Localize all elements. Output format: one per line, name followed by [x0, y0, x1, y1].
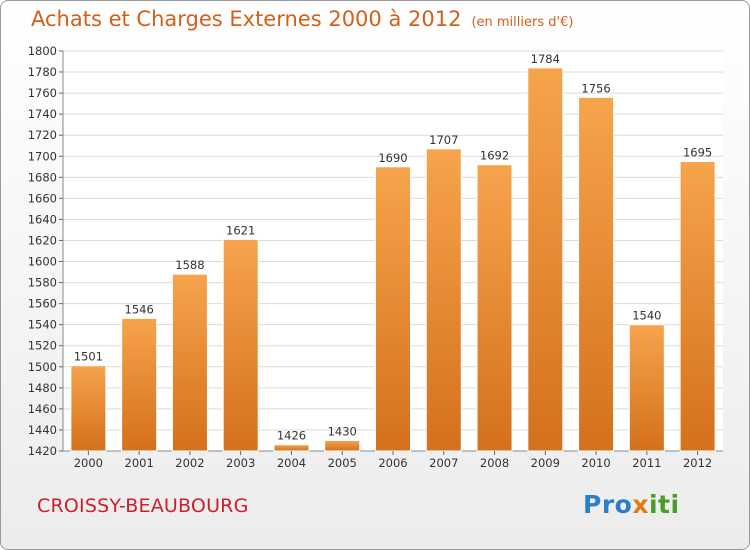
- x-tick-label: 2002: [175, 456, 204, 470]
- x-tick-label: 2006: [378, 456, 407, 470]
- y-tick-label: 1540: [28, 318, 57, 332]
- bar-2008: [476, 164, 513, 452]
- x-tick-label: 2008: [480, 456, 509, 470]
- y-tick-label: 1680: [28, 170, 57, 184]
- chart-subtitle: (en milliers d'€): [471, 15, 574, 30]
- x-tick-label: 2007: [429, 456, 458, 470]
- x-tick-label: 2004: [277, 456, 306, 470]
- y-tick-label: 1700: [28, 149, 57, 163]
- y-tick-label: 1580: [28, 276, 57, 290]
- y-tick-label: 1660: [28, 191, 57, 205]
- y-tick-label: 1620: [28, 233, 57, 247]
- chart-title-text: Achats et Charges Externes 2000 à 2012: [31, 7, 462, 31]
- bar-value-label: 1426: [277, 429, 306, 443]
- bar-2000: [70, 365, 107, 452]
- y-tick-label: 1800: [28, 44, 57, 58]
- y-tick-label: 1560: [28, 297, 57, 311]
- bar-value-label: 1692: [480, 149, 509, 163]
- x-tick-label: 2000: [74, 456, 103, 470]
- y-tick-label: 1600: [28, 255, 57, 269]
- bar-2007: [425, 148, 462, 452]
- y-tick-label: 1500: [28, 360, 57, 374]
- bar-value-label: 1690: [378, 151, 407, 165]
- x-tick-label: 2001: [125, 456, 154, 470]
- bar-2005: [324, 439, 361, 452]
- bar-value-label: 1695: [683, 146, 712, 160]
- bar-value-label: 1756: [581, 81, 610, 95]
- bar-2004: [273, 444, 310, 452]
- bar-2003: [222, 238, 259, 452]
- bar-2001: [121, 317, 158, 452]
- x-tick-label: 2003: [226, 456, 255, 470]
- bar-value-label: 1540: [632, 309, 661, 323]
- bar-value-label: 1621: [226, 223, 255, 237]
- proxiti-logo: Proxiti: [583, 490, 680, 519]
- bar-value-label: 1546: [125, 302, 154, 316]
- x-tick-label: 2005: [328, 456, 357, 470]
- y-tick-label: 1640: [28, 212, 57, 226]
- bar-value-label: 1707: [429, 133, 458, 147]
- commune-name: CROISSY-BEAUBOURG: [37, 495, 249, 517]
- bar-2010: [578, 96, 615, 452]
- x-tick-label: 2012: [683, 456, 712, 470]
- bar-2006: [375, 166, 411, 452]
- bar-2011: [628, 324, 665, 452]
- y-tick-label: 1760: [28, 86, 57, 100]
- bar-value-label: 1784: [531, 52, 560, 66]
- chart-title: Achats et Charges Externes 2000 à 2012 (e…: [31, 7, 573, 31]
- y-tick-label: 1740: [28, 107, 57, 121]
- x-tick-label: 2010: [581, 456, 610, 470]
- y-tick-label: 1520: [28, 339, 57, 353]
- y-tick-label: 1420: [28, 444, 57, 458]
- y-tick-label: 1720: [28, 128, 57, 142]
- y-tick-label: 1440: [28, 423, 57, 437]
- x-tick-label: 2009: [531, 456, 560, 470]
- y-tick-label: 1460: [28, 402, 57, 416]
- y-tick-label: 1780: [28, 65, 57, 79]
- bar-value-label: 1588: [175, 258, 204, 272]
- x-tick-label: 2011: [632, 456, 661, 470]
- bar-2002: [171, 273, 208, 452]
- bar-value-label: 1430: [328, 424, 357, 438]
- y-tick-label: 1480: [28, 381, 57, 395]
- bar-2012: [679, 161, 716, 452]
- bar-value-label: 1501: [74, 350, 103, 364]
- bar-2009: [527, 67, 564, 452]
